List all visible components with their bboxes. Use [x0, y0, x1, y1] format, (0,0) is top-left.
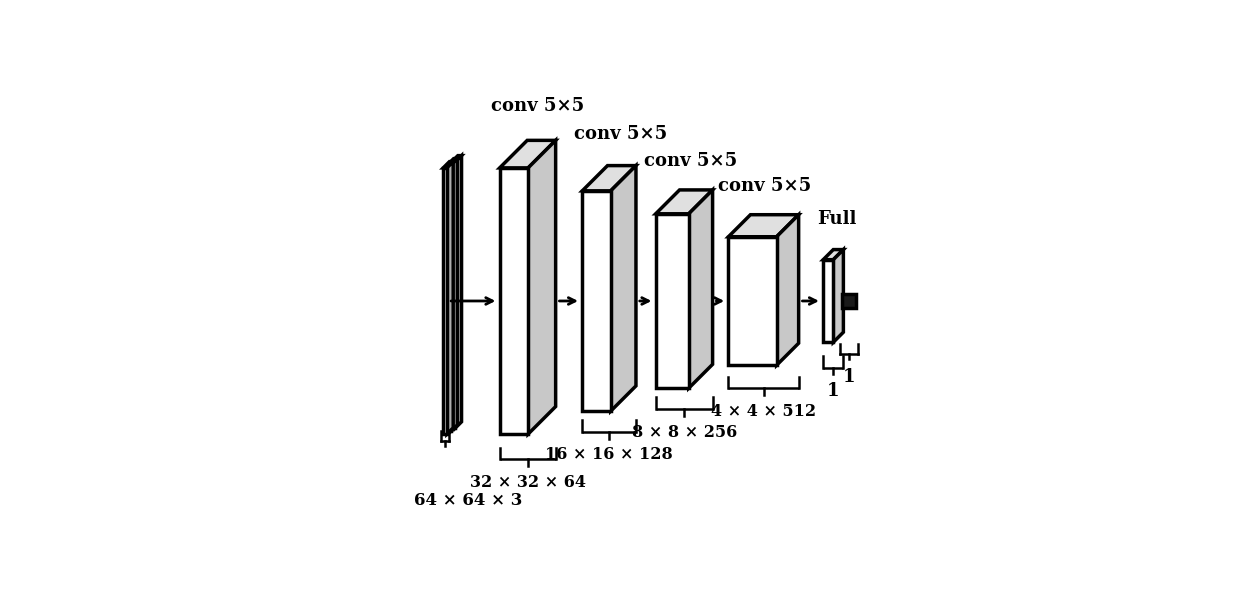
- Polygon shape: [688, 190, 713, 388]
- Polygon shape: [823, 250, 843, 260]
- Text: conv 5×5: conv 5×5: [491, 97, 584, 115]
- Polygon shape: [656, 190, 713, 214]
- Polygon shape: [448, 159, 458, 165]
- Polygon shape: [776, 215, 799, 365]
- Polygon shape: [611, 166, 636, 411]
- Polygon shape: [500, 168, 528, 434]
- Polygon shape: [728, 237, 776, 365]
- Polygon shape: [656, 214, 688, 388]
- Polygon shape: [728, 215, 799, 237]
- Polygon shape: [448, 165, 451, 431]
- Text: conv 5×5: conv 5×5: [574, 125, 667, 142]
- Polygon shape: [583, 166, 636, 191]
- Text: 64 × 64 × 3: 64 × 64 × 3: [414, 492, 523, 509]
- Text: 1: 1: [827, 382, 839, 400]
- Text: conv 5×5: conv 5×5: [644, 152, 737, 170]
- Polygon shape: [451, 156, 461, 162]
- Polygon shape: [443, 168, 446, 434]
- Polygon shape: [451, 159, 458, 431]
- Text: 16 × 16 × 128: 16 × 16 × 128: [546, 446, 673, 464]
- Polygon shape: [455, 156, 461, 428]
- Polygon shape: [528, 140, 556, 434]
- Text: 1: 1: [843, 368, 856, 386]
- Polygon shape: [833, 250, 843, 342]
- Text: 8 × 8 × 256: 8 × 8 × 256: [631, 424, 737, 440]
- Polygon shape: [823, 260, 833, 342]
- Text: conv 5×5: conv 5×5: [718, 178, 811, 195]
- Polygon shape: [451, 162, 455, 428]
- Text: Full: Full: [817, 210, 856, 228]
- Polygon shape: [500, 140, 556, 168]
- Polygon shape: [446, 162, 453, 434]
- Polygon shape: [443, 162, 453, 168]
- Polygon shape: [583, 191, 611, 411]
- Polygon shape: [842, 294, 856, 308]
- Text: 32 × 32 × 64: 32 × 32 × 64: [470, 474, 585, 491]
- Text: 4 × 4 × 512: 4 × 4 × 512: [711, 403, 816, 420]
